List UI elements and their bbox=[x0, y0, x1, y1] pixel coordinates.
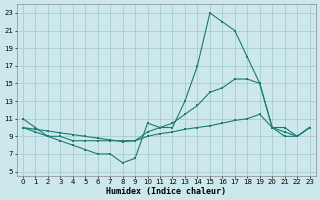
X-axis label: Humidex (Indice chaleur): Humidex (Indice chaleur) bbox=[106, 187, 226, 196]
